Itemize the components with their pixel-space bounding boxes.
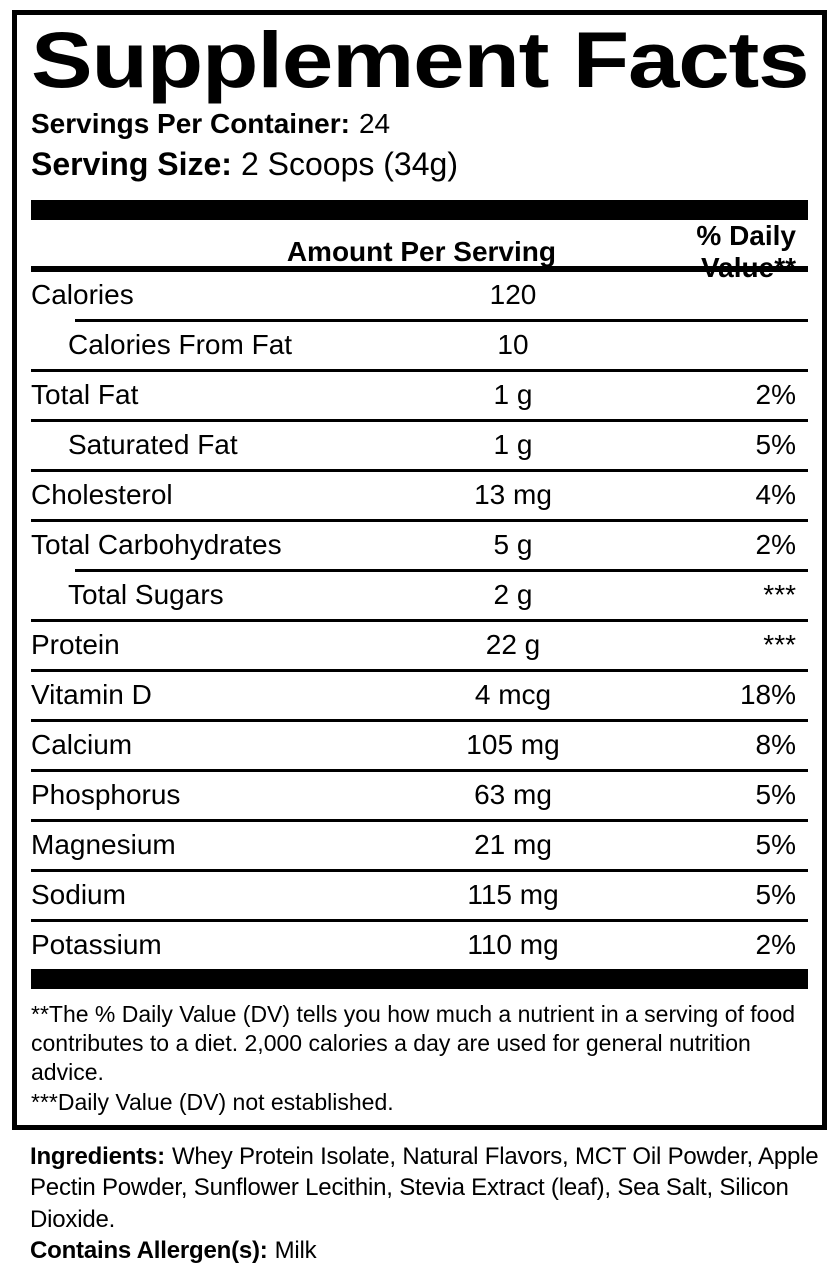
nutrient-name: Magnesium [31,829,176,861]
panel-title: Supplement Facts [31,15,810,104]
row-separator [31,618,808,622]
row-separator [31,418,808,422]
row-separator [31,468,808,472]
nutrient-row: Cholesterol 13 mg 4% [31,472,808,519]
nutrient-row: Phosphorus 63 mg 5% [31,772,808,819]
servings-per-container-label: Servings Per Container: [31,108,350,139]
row-separator [31,518,808,522]
nutrient-amount: 13 mg [474,479,552,511]
nutrient-amount: 1 g [493,379,533,411]
nutrient-dv: 2% [755,929,796,961]
ingredients-label: Ingredients: [30,1143,165,1170]
nutrient-table: Calories 120 Calories From Fat 10 Total Fat 1… [31,272,808,969]
nutrient-row: Total Fat 1 g 2% [31,372,808,419]
nutrient-name: Phosphorus [31,779,181,811]
row-separator [31,668,808,672]
nutrient-dv: 2% [755,529,796,561]
nutrient-name: Calcium [31,729,133,761]
nutrient-dv: 5% [755,779,796,811]
table-header-rule [31,265,808,272]
nutrient-dv: 8% [755,729,796,761]
nutrient-row: Magnesium 21 mg 5% [31,822,808,869]
nutrient-name: Saturated Fat [68,429,238,461]
nutrient-name: Calories [31,279,134,311]
nutrient-row: Sodium 115 mg 5% [31,872,808,919]
row-separator [31,768,808,772]
nutrient-dv: 5% [755,429,796,461]
nutrient-amount: 115 mg [467,879,559,911]
row-separator [31,718,808,722]
row-separator [31,868,808,872]
row-separator [75,318,808,322]
nutrient-amount: 1 g [493,429,533,461]
nutrient-name: Total Sugars [68,579,224,611]
nutrient-amount: 21 mg [474,829,552,861]
ingredients-text: Whey Protein Isolate, Natural Flavors, M… [30,1143,819,1233]
separator-bar-top [31,199,808,220]
nutrient-row: Saturated Fat 1 g 5% [31,422,808,469]
separator-bar-bottom [31,968,808,989]
allergen-label: Contains Allergen(s): [30,1237,268,1265]
nutrient-name: Calories From Fat [68,329,293,361]
supplement-facts-panel: Supplement Facts Servings Per Container:… [12,10,827,1130]
ingredients-section: Ingredients: Whey Protein Isolate, Natura… [30,1141,821,1267]
nutrient-amount: 5 g [493,529,533,561]
nutrient-dv: 5% [755,829,796,861]
row-separator [31,818,808,822]
servings-per-container-line: Servings Per Container: 24 [31,106,808,142]
nutrient-row: Vitamin D 4 mcg 18% [31,672,808,719]
nutrient-name: Total Fat [31,379,139,411]
nutrient-amount: 10 [497,329,529,361]
servings-per-container-value: 24 [358,108,391,139]
nutrient-name: Sodium [31,879,126,911]
nutrient-name: Potassium [31,929,162,961]
nutrient-dv: *** [763,579,796,611]
row-separator [31,368,808,372]
nutrient-amount: 110 mg [467,929,559,961]
nutrient-dv: 4% [755,479,796,511]
nutrient-row: Total Carbohydrates 5 g 2% [31,522,808,569]
footnote-daily-value: **The % Daily Value (DV) tells you how m… [31,1000,796,1086]
table-header-row: Amount Per Serving % Daily Value** [31,220,808,283]
nutrient-amount: 105 mg [466,729,560,761]
ingredients-line: Ingredients: Whey Protein Isolate, Natura… [30,1141,821,1235]
allergen-value: Milk [274,1237,317,1265]
amount-per-serving-header: Amount Per Serving [286,235,556,267]
daily-value-header: % Daily Value** [696,219,796,283]
nutrient-name: Vitamin D [31,679,152,711]
nutrient-name: Total Carbohydrates [31,529,282,561]
serving-size-line: Serving Size: 2 Scoops (34g) [31,144,808,186]
footnotes: **The % Daily Value (DV) tells you how m… [31,989,808,1117]
nutrient-row: Calories From Fat 10 [31,322,808,369]
nutrient-dv: 18% [739,679,796,711]
nutrient-dv: *** [763,629,796,661]
nutrient-amount: 4 mcg [474,679,552,711]
row-separator [75,568,808,572]
serving-size-label: Serving Size: [31,146,232,183]
nutrient-amount: 63 mg [474,779,552,811]
nutrient-row: Potassium 110 mg 2% [31,922,808,969]
supplement-facts-page: Supplement Facts Servings Per Container:… [0,10,839,1269]
nutrient-row: Protein 22 g *** [31,622,808,669]
footnote-not-established: ***Daily Value (DV) not established. [31,1088,394,1115]
nutrient-dv: 2% [755,379,796,411]
row-separator [31,918,808,922]
nutrient-dv: 5% [755,879,796,911]
nutrient-amount: 2 g [493,579,533,611]
nutrient-row: Calcium 105 mg 8% [31,722,808,769]
allergen-line: Contains Allergen(s): Milk [30,1235,821,1266]
nutrient-name: Protein [31,629,120,661]
nutrient-amount: 120 [489,279,537,311]
nutrient-row: Calories 120 [31,272,808,319]
serving-size-value: 2 Scoops (34g) [240,146,458,183]
nutrient-row: Total Sugars 2 g *** [31,572,808,619]
nutrient-amount: 22 g [485,629,541,661]
nutrient-name: Cholesterol [31,479,173,511]
